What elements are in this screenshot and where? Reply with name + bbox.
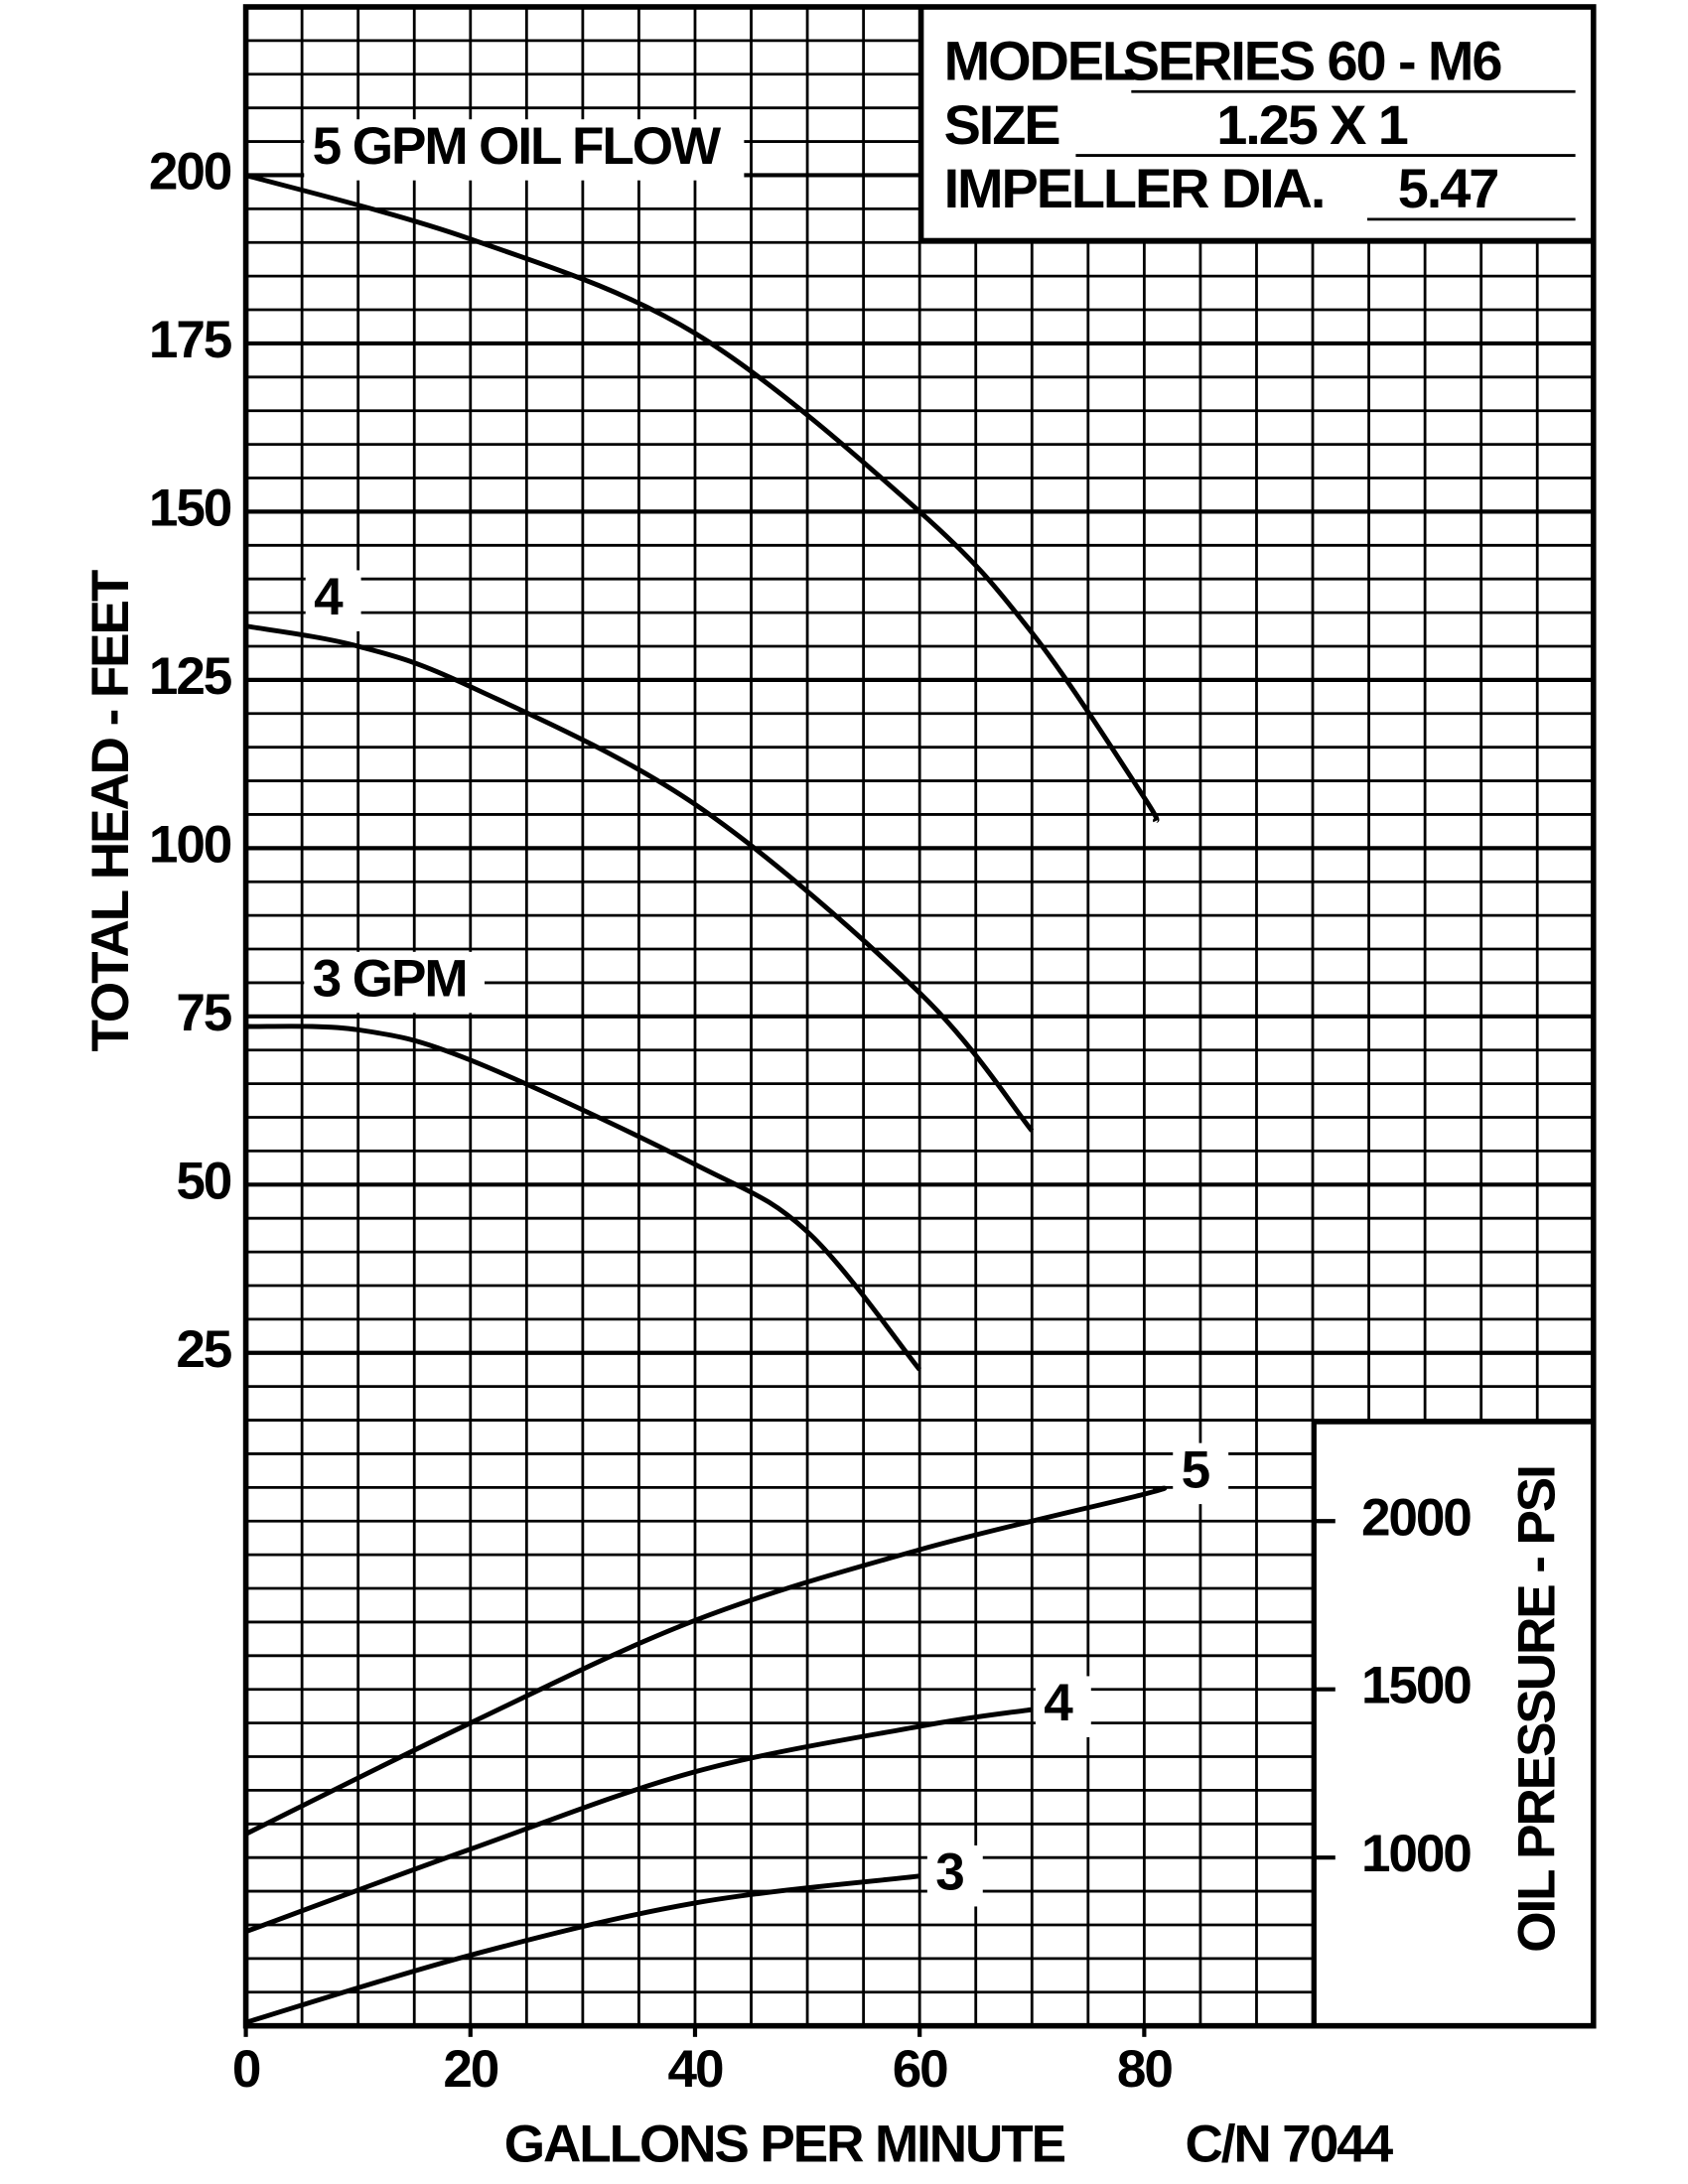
info-label: IMPELLER DIA. xyxy=(944,157,1325,219)
curve-label-bg xyxy=(1173,1442,1229,1505)
curve-label: 4 xyxy=(1044,1674,1073,1732)
curve-label-bg xyxy=(1035,1676,1091,1737)
curve xyxy=(245,1024,922,1372)
curve-label: 5 xyxy=(1182,1440,1210,1499)
curve xyxy=(244,1485,1168,1837)
x-axis-title: GALLONS PER MINUTE xyxy=(504,2116,1065,2174)
info-value: SERIES 60 - M6 xyxy=(1123,29,1502,91)
y-tick-label: 25 xyxy=(176,1320,231,1379)
curve-label-bg xyxy=(305,570,361,631)
curve-label: 5 GPM OIL FLOW xyxy=(313,117,722,176)
curve-label: 3 xyxy=(935,1843,963,1902)
y2-axis-title: OIL PRESSURE - PSI xyxy=(1508,1466,1567,1953)
curve xyxy=(244,1706,1033,1935)
y2-tick-label: 1500 xyxy=(1361,1657,1471,1715)
info-label: SIZE xyxy=(944,93,1060,156)
y-axis-title: TOTAL HEAD - FEET xyxy=(81,570,140,1051)
curve-label: 4 xyxy=(314,568,344,626)
curve xyxy=(244,1873,920,2025)
x-tick-label: 40 xyxy=(668,2040,723,2099)
info-value: 5.47 xyxy=(1398,157,1497,219)
y-tick-label: 200 xyxy=(149,142,231,201)
y-tick-label: 100 xyxy=(149,815,231,874)
pressure-box xyxy=(1312,1420,1596,2028)
y-tick-label: 75 xyxy=(176,984,231,1042)
y-tick-label: 50 xyxy=(176,1152,230,1210)
x-tick-label: 20 xyxy=(443,2040,497,2099)
curve-label-bg xyxy=(304,119,745,181)
x-tick-label: 0 xyxy=(232,2040,260,2099)
curve-label-bg xyxy=(926,1844,983,1907)
curve-label: 3 GPM xyxy=(313,950,467,1009)
y2-tick-label: 2000 xyxy=(1361,1488,1471,1547)
curve-label-bg xyxy=(304,951,485,1014)
y-tick-label: 175 xyxy=(149,311,232,369)
y-tick-label: 150 xyxy=(149,478,231,537)
curve xyxy=(244,173,1160,823)
y2-tick-label: 1000 xyxy=(1361,1825,1471,1883)
info-label: MODEL xyxy=(944,29,1135,91)
curve xyxy=(245,623,1035,1133)
chart-note: C/N 7044 xyxy=(1185,2116,1393,2174)
x-tick-label: 60 xyxy=(893,2040,947,2099)
info-value: 1.25 X 1 xyxy=(1216,93,1407,156)
y-tick-label: 125 xyxy=(149,647,232,706)
x-tick-label: 80 xyxy=(1117,2040,1172,2099)
